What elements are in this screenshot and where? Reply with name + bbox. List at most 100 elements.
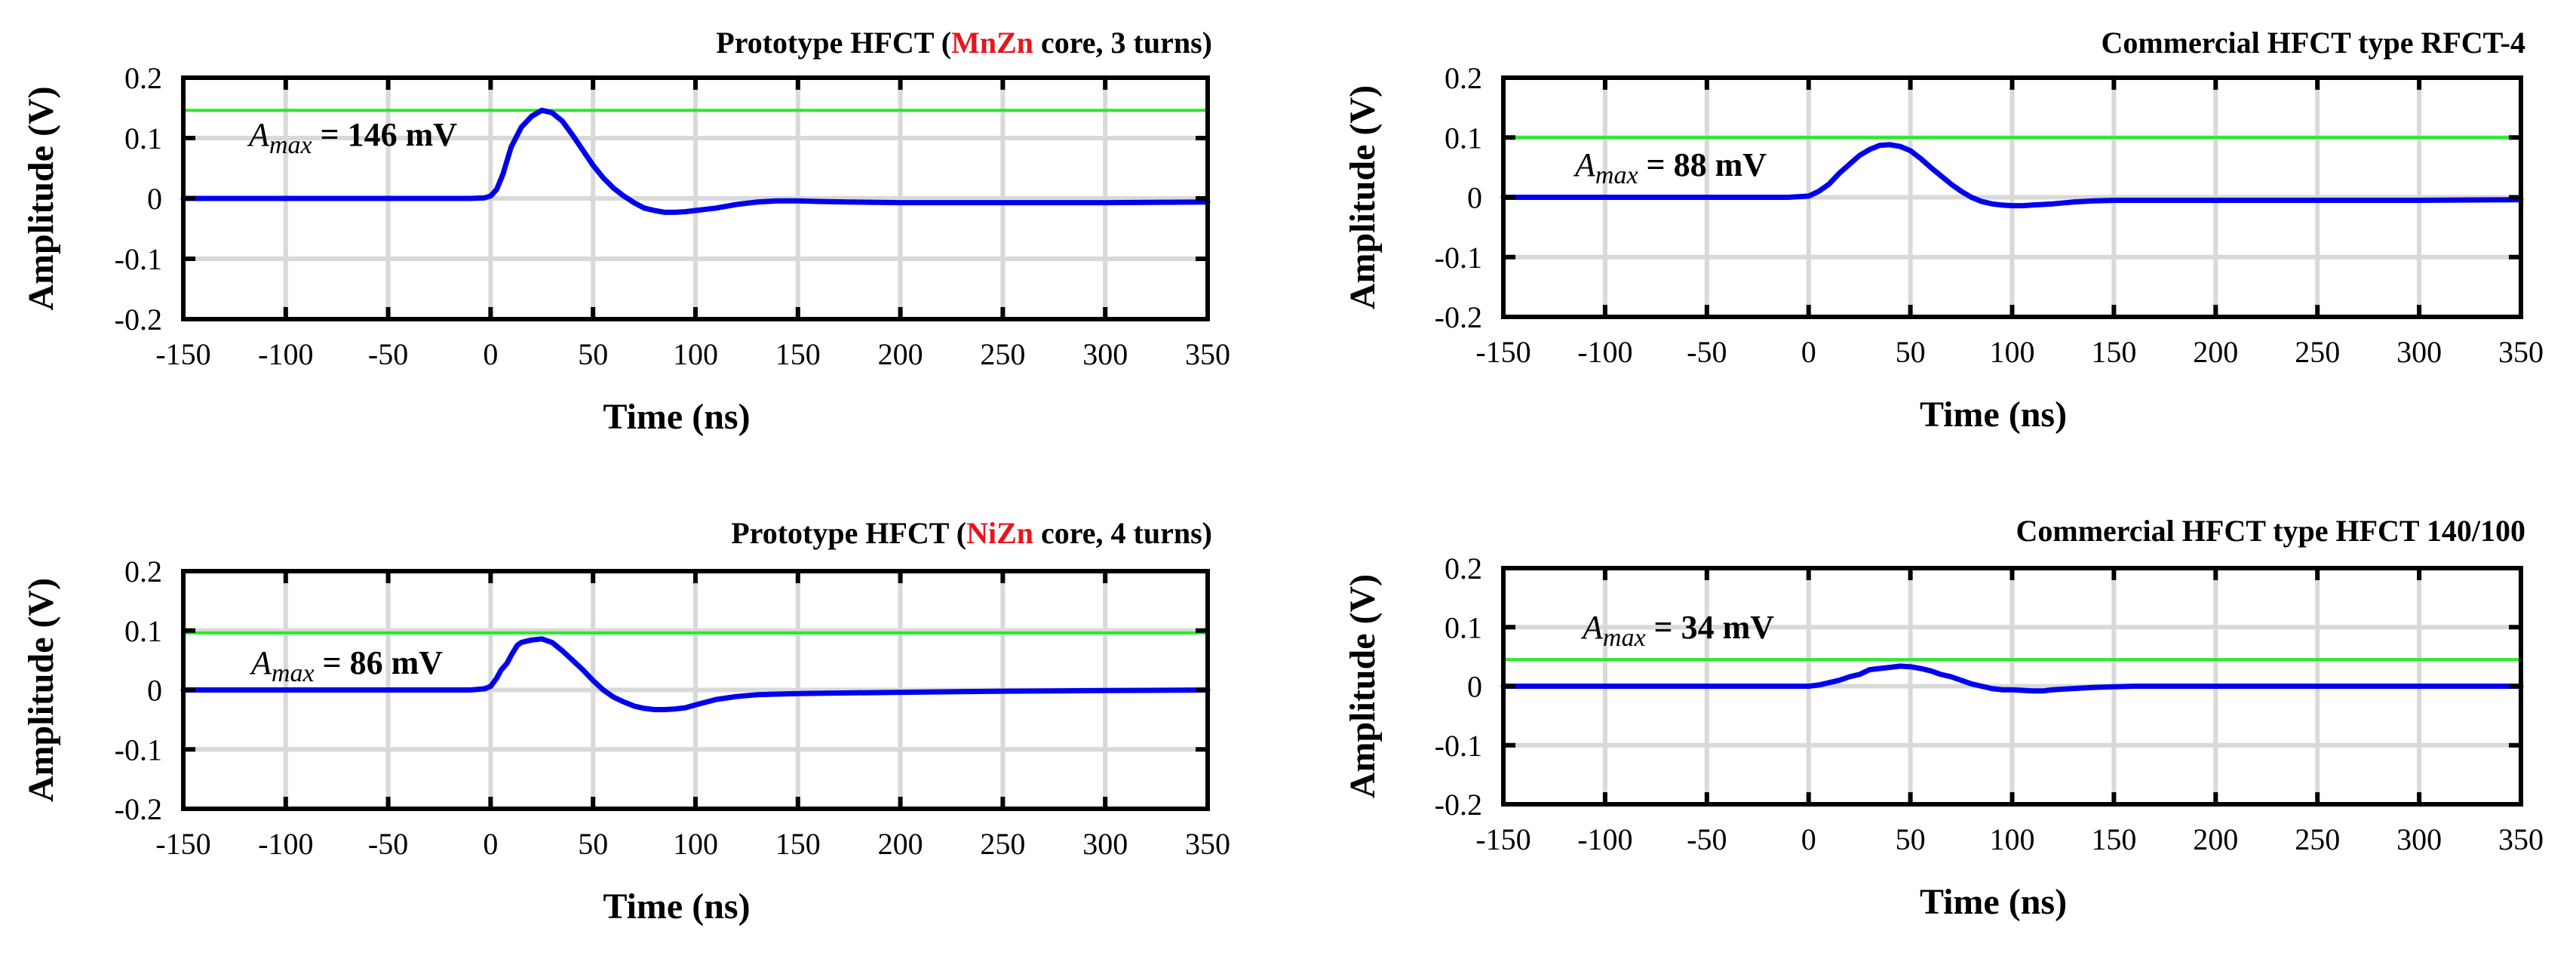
- y-tick-label: -0.1: [1435, 241, 1482, 275]
- x-tick-label: 250: [980, 337, 1025, 371]
- x-tick-label: 0: [1801, 822, 1816, 856]
- y-tick-label: 0.1: [1445, 610, 1482, 644]
- x-tick-label: -150: [1475, 335, 1531, 369]
- y-tick-label: 0.2: [1445, 61, 1482, 95]
- x-tick-label: 50: [1896, 335, 1926, 369]
- y-tick-label: 0.1: [124, 121, 162, 155]
- x-tick-label: 300: [2396, 822, 2442, 856]
- x-tick-label: 300: [1082, 337, 1128, 371]
- series-line-signal: [180, 636, 1211, 712]
- y-tick-label: 0: [147, 182, 162, 216]
- y-axis-title: Amplitude (V): [1343, 574, 1383, 798]
- x-tick-label: -150: [1475, 822, 1531, 856]
- chart-title-part: core, 3 turns): [1033, 26, 1212, 60]
- chart-title-part: core, 4 turns): [1033, 516, 1212, 550]
- x-tick-label: 350: [2498, 335, 2544, 369]
- y-axis-title: Amplitude (V): [21, 578, 61, 802]
- amax-subscript: max: [1603, 624, 1646, 652]
- chart-title-part: Prototype HFCT (: [731, 516, 966, 550]
- x-tick-label: 250: [980, 827, 1025, 861]
- x-tick-label: 0: [1801, 335, 1816, 369]
- amax-annotation: Amax = 146 mV: [247, 116, 457, 159]
- x-tick-label: 100: [673, 827, 718, 861]
- series-line-signal: [1500, 663, 2524, 694]
- x-tick-label: -50: [1687, 335, 1727, 369]
- x-tick-label: -100: [1577, 822, 1632, 856]
- amax-value: = 34 mV: [1646, 609, 1775, 646]
- x-tick-label: -100: [1577, 335, 1632, 369]
- x-tick-label: 200: [878, 337, 923, 371]
- x-tick-label: -50: [1687, 822, 1727, 856]
- chart-title-part: Commercial HFCT type HFCT 140/100: [2016, 514, 2525, 548]
- x-tick-label: -100: [258, 827, 313, 861]
- x-tick-label: -150: [155, 337, 210, 371]
- chart-panel-3: -150 -100 -50 0 50 100 150 200 250 300 350 0.2 0.1 0 -…: [21, 516, 1230, 927]
- x-tick-label: 100: [1990, 335, 2035, 369]
- y-tick-label: 0.1: [1445, 121, 1482, 155]
- amax-subscript: max: [269, 131, 312, 159]
- amax-symbol: A: [247, 116, 270, 153]
- x-tick-label: 250: [2295, 822, 2340, 856]
- x-axis-title: Time (ns): [1920, 395, 2067, 435]
- x-tick-label: 150: [775, 827, 821, 861]
- amax-symbol: A: [1573, 146, 1596, 183]
- x-tick-label: 0: [483, 827, 498, 861]
- chart-title: Commercial HFCT type RFCT-4: [2101, 26, 2525, 60]
- chart-panel-4: -150 -100 -50 0 50 100 150 200 250 300 350 0.2 0.1 0 -…: [1343, 514, 2544, 922]
- amax-value: = 146 mV: [312, 116, 458, 153]
- amax-annotation: Amax = 88 mV: [1573, 146, 1767, 189]
- x-tick-label: -50: [368, 827, 408, 861]
- chart-title: Commercial HFCT type HFCT 140/100: [2016, 514, 2525, 548]
- y-tick-label: -0.2: [1435, 788, 1482, 822]
- chart-title-part: Commercial HFCT type RFCT-4: [2101, 26, 2525, 60]
- y-tick-label: -0.1: [1435, 729, 1482, 763]
- x-tick-label: 250: [2295, 335, 2340, 369]
- x-tick-label: -150: [155, 827, 210, 861]
- y-tick-label: 0.2: [124, 61, 162, 95]
- x-tick-label: 150: [2091, 335, 2136, 369]
- x-tick-label: 100: [673, 337, 718, 371]
- x-tick-label: 300: [1082, 827, 1128, 861]
- x-tick-label: 100: [1990, 822, 2035, 856]
- x-tick-label: 150: [775, 337, 821, 371]
- chart-title-part: NiZn: [966, 516, 1033, 550]
- amax-annotation: Amax = 34 mV: [1580, 609, 1774, 652]
- y-tick-label: 0.2: [1445, 552, 1482, 585]
- x-tick-label: -100: [258, 337, 313, 371]
- amax-value: = 88 mV: [1638, 146, 1767, 183]
- x-tick-label: 350: [2498, 822, 2544, 856]
- y-tick-label: 0.2: [124, 555, 162, 588]
- y-tick-label: 0.1: [124, 614, 162, 648]
- x-axis-title: Time (ns): [603, 397, 750, 437]
- chart-panel-1: -150 -100 -50 0 50 100 150 200 250 300 350 0.2 0.1 0 -…: [21, 26, 1230, 437]
- chart-panel-2: -150 -100 -50 0 50 100 150 200 250 300 350 0.2 0.1 0 -…: [1343, 26, 2544, 435]
- amax-subscript: max: [1595, 161, 1638, 189]
- y-axis-title: Amplitude (V): [21, 86, 61, 310]
- chart-title-part: MnZn: [951, 26, 1033, 60]
- amax-value: = 86 mV: [315, 644, 444, 681]
- amax-symbol: A: [249, 644, 272, 681]
- x-tick-label: 200: [878, 827, 923, 861]
- x-tick-label: 50: [1896, 822, 1926, 856]
- series-line-signal: [180, 107, 1211, 215]
- y-tick-label: -0.1: [115, 733, 162, 767]
- chart-title-part: Prototype HFCT (: [716, 26, 951, 60]
- y-tick-label: 0: [1467, 181, 1482, 215]
- y-tick-label: 0: [1467, 670, 1482, 704]
- x-tick-label: 150: [2091, 822, 2136, 856]
- y-tick-label: -0.2: [115, 303, 162, 336]
- y-tick-label: -0.1: [115, 242, 162, 276]
- amax-annotation: Amax = 86 mV: [249, 644, 443, 687]
- chart-title: Prototype HFCT (NiZn core, 4 turns): [731, 516, 1212, 550]
- x-tick-label: 0: [483, 337, 498, 371]
- x-axis-title: Time (ns): [603, 887, 750, 927]
- series-line-signal: [1500, 142, 2524, 209]
- x-tick-label: 200: [2193, 335, 2238, 369]
- x-tick-label: 350: [1185, 827, 1230, 861]
- x-tick-label: 50: [578, 827, 608, 861]
- x-tick-label: 200: [2193, 822, 2238, 856]
- y-tick-label: 0: [147, 674, 162, 708]
- amax-symbol: A: [1580, 609, 1604, 646]
- x-axis-title: Time (ns): [1920, 882, 2067, 922]
- chart-title: Prototype HFCT (MnZn core, 3 turns): [716, 26, 1212, 60]
